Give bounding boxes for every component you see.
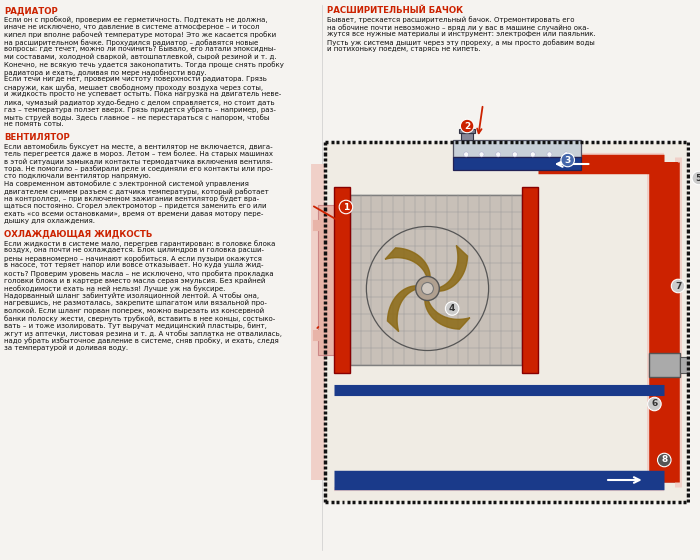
Text: двигателем снимем разъем с датчика температуры, который работает: двигателем снимем разъем с датчика темпе… (4, 188, 269, 195)
Text: Если автомобиль буксует на месте, а вентилятор не включается, двига-: Если автомобиль буксует на месте, а вент… (4, 143, 272, 150)
Text: Надорванный шланг забинтуйте изоляционной лентой. А чтобы она,: Надорванный шланг забинтуйте изоляционно… (4, 292, 259, 299)
Bar (522, 187, 538, 373)
Circle shape (479, 152, 484, 157)
Text: вать – и тоже изолировать. Тут выручат медицинский пластырь, бинт,: вать – и тоже изолировать. Тут выручат м… (4, 323, 267, 329)
Text: На современном автомобиле с электронной системой управления: На современном автомобиле с электронной … (4, 180, 248, 188)
Polygon shape (387, 286, 416, 332)
Text: нагревшись, не размоталась, закрепите шпагатом или вязальной про-: нагревшись, не размоталась, закрепите шп… (4, 300, 267, 306)
Text: газ – температура ползет вверх. Грязь придется убрать – например, раз-: газ – температура ползет вверх. Грязь пр… (4, 106, 276, 113)
Text: на расширительном бачке. Прохудился радиатор – добавятся новые: на расширительном бачке. Прохудился ради… (4, 39, 258, 45)
Text: волокой. Если шланг порван поперек, можно вырезать из консервной: волокой. Если шланг порван поперек, можн… (4, 307, 264, 314)
Text: 1: 1 (343, 203, 349, 212)
Text: на контроллер, – при включенном зажигании вентилятор будет вра-: на контроллер, – при включенном зажигани… (4, 195, 259, 202)
Text: ОХЛАЖДАЮЩАЯ ЖИДКОСТЬ: ОХЛАЖДАЮЩАЯ ЖИДКОСТЬ (4, 230, 153, 239)
Text: РАДИАТОР: РАДИАТОР (4, 6, 57, 15)
Bar (680, 357, 694, 373)
Polygon shape (425, 300, 470, 329)
Text: вопросы: где течет, можно ли починить? Бывало, его латали эпоксидны-: вопросы: где течет, можно ли починить? Б… (4, 46, 276, 52)
Text: 2: 2 (464, 122, 470, 130)
Text: жгут из аптечки, листовая резина и т. д. А чтобы заплатка не отвалилась,: жгут из аптечки, листовая резина и т. д.… (4, 330, 282, 337)
Text: банки полоску жести, свернуть трубкой, вставить в нее концы, состыко-: банки полоску жести, свернуть трубкой, в… (4, 315, 275, 322)
Bar (326, 142, 688, 502)
Text: и жидкость просто не успевает остыть. Пока нагрузка на двигатель неве-: и жидкость просто не успевает остыть. По… (4, 91, 281, 97)
Text: и потихоньку поедем, старясь не кипеть.: и потихоньку поедем, старясь не кипеть. (327, 46, 481, 52)
Text: Если он с пробкой, проверим ее герметичность. Подтекать не должна,: Если он с пробкой, проверим ее герметичн… (4, 16, 267, 23)
Bar (454, 156, 582, 170)
Text: кипел при вполне рабочей температуре мотора! Это же касается пробки: кипел при вполне рабочей температуре мот… (4, 31, 276, 38)
Circle shape (416, 277, 440, 301)
Circle shape (463, 152, 468, 157)
Text: радиатора и ехать, доливая по мере надобности воду.: радиатора и ехать, доливая по мере надоб… (4, 69, 206, 76)
Text: снаружи, как шуба, мешает свободному проходу воздуха через соты,: снаружи, как шуба, мешает свободному про… (4, 84, 263, 91)
Text: 5: 5 (696, 174, 700, 183)
Text: тель перегреется даже в мороз. Летом – тем более. На старых машинах: тель перегреется даже в мороз. Летом – т… (4, 151, 273, 157)
Bar (454, 140, 582, 156)
Bar (350, 195, 522, 365)
Text: лика, чумазый радиатор худо-бедно с делом справляется, но стоит дать: лика, чумазый радиатор худо-бедно с дело… (4, 99, 274, 106)
Text: 3: 3 (565, 156, 570, 165)
Bar (459, 129, 475, 133)
Text: в насосе, тот теряет напор или вовсе отказывает. Но куда ушла жид-: в насосе, тот теряет напор или вовсе отк… (4, 263, 263, 268)
Text: за температурой и доливая воду.: за температурой и доливая воду. (4, 345, 128, 352)
Circle shape (564, 152, 568, 157)
Text: ми составами, холодной сваркой, автошпатлевкой, сырой резиной и т. д.: ми составами, холодной сваркой, автошпат… (4, 54, 276, 60)
Text: Конечно, не всякую течь удается законопатить. Тогда проще снять пробку: Конечно, не всякую течь удается законопа… (4, 61, 284, 68)
Text: жутся все нужные материалы и инструмент: электрофен или паяльник.: жутся все нужные материалы и инструмент:… (327, 31, 596, 38)
Polygon shape (385, 248, 430, 277)
Text: 7: 7 (675, 282, 681, 291)
Circle shape (496, 152, 500, 157)
Text: сто подключали вентилятор напрямую.: сто подключали вентилятор напрямую. (4, 173, 150, 179)
Bar (648, 353, 680, 377)
Text: Пусть уж система дышит через эту прореху, а мы просто добавим воды: Пусть уж система дышит через эту прореху… (327, 39, 595, 45)
Text: иначе не исключено, что давление в системе атмосферное – и тосол: иначе не исключено, что давление в систе… (4, 24, 260, 30)
Bar (334, 187, 350, 373)
Bar (318, 205, 334, 355)
Text: на обочине почти невозможно – вряд ли у вас в машине случайно ока-: на обочине почти невозможно – вряд ли у … (327, 24, 589, 31)
Bar (461, 133, 473, 140)
Text: щаться постоянно. Сгорел электромотор – придется заменить его или: щаться постоянно. Сгорел электромотор – … (4, 203, 267, 209)
Text: надо убрать избыточное давление в системе, сняв пробку, и ехать, следя: надо убрать избыточное давление в систем… (4, 337, 279, 344)
Text: головки блока и в картере вместо масла серая эмульсия. Без крайней: головки блока и в картере вместо масла с… (4, 277, 265, 284)
Text: 4: 4 (449, 304, 455, 313)
Text: воздух, она почти не охлаждается. Блок цилиндров и головка расши-: воздух, она почти не охлаждается. Блок ц… (4, 248, 264, 254)
Text: необходимости ехать на ней нельзя! Лучше уж на буксире.: необходимости ехать на ней нельзя! Лучше… (4, 285, 225, 292)
Circle shape (531, 152, 536, 157)
Circle shape (421, 282, 433, 295)
Text: Бывает, трескается расширительный бачок. Отремонтировать его: Бывает, трескается расширительный бачок.… (327, 16, 575, 23)
Text: рены неравномерно – начинают коробиться. А если пузыри окажутся: рены неравномерно – начинают коробиться.… (4, 255, 262, 262)
Text: мыть струей воды. Здесь главное – не перестараться с напором, чтобы: мыть струей воды. Здесь главное – не пер… (4, 114, 270, 120)
Text: дышку для охлаждения.: дышку для охлаждения. (4, 218, 95, 224)
Text: РАСШИРИТЕЛЬНЫЙ БАЧОК: РАСШИРИТЕЛЬНЫЙ БАЧОК (327, 6, 463, 15)
Text: ехать «со всеми остановками», время от времени давая мотору пере-: ехать «со всеми остановками», время от в… (4, 211, 263, 217)
Text: 8: 8 (662, 455, 667, 464)
Circle shape (512, 152, 517, 157)
Text: в этой ситуации замыкали контакты термодатчика включения вентиля-: в этой ситуации замыкали контакты термод… (4, 158, 272, 165)
Text: Если жидкости в системе мало, перегрев гарантирован: в головке блока: Если жидкости в системе мало, перегрев г… (4, 240, 275, 247)
Text: не помять соты.: не помять соты. (4, 122, 64, 127)
Text: Если течи нигде нет, проверим чистоту поверхности радиатора. Грязь: Если течи нигде нет, проверим чистоту по… (4, 76, 267, 82)
Text: ВЕНТИЛЯТОР: ВЕНТИЛЯТОР (4, 133, 70, 142)
Polygon shape (439, 245, 468, 291)
Circle shape (547, 152, 552, 157)
Text: тора. Не помогало – разбирали реле и соединяли его контакты или про-: тора. Не помогало – разбирали реле и сое… (4, 166, 273, 172)
Text: кость? Проверим уровень масла – не исключено, что пробита прокладка: кость? Проверим уровень масла – не исклю… (4, 270, 274, 277)
Text: 6: 6 (651, 399, 657, 408)
